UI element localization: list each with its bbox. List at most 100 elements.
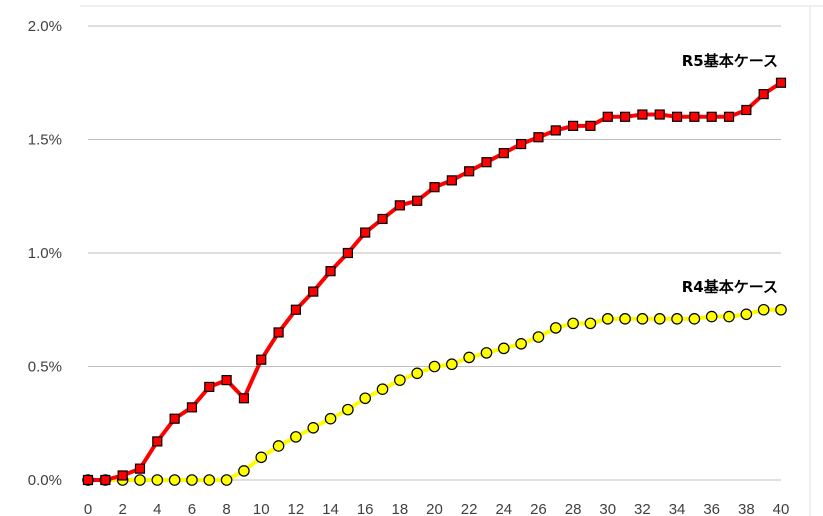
- series-line: [88, 307, 781, 482]
- data-point: [152, 436, 163, 447]
- y-tick-label: 1.5%: [28, 132, 62, 149]
- data-point: [775, 77, 787, 88]
- data-point: [256, 354, 267, 365]
- data-point: [324, 412, 337, 425]
- data-point: [308, 286, 319, 297]
- x-tick-label: 20: [426, 501, 443, 516]
- data-point: [446, 175, 457, 186]
- data-point: [584, 317, 597, 330]
- data-point: [602, 111, 613, 122]
- x-tick-label: 28: [565, 501, 582, 516]
- data-point: [134, 474, 146, 486]
- data-point: [636, 313, 649, 325]
- data-point: [757, 303, 770, 316]
- x-tick-label: 16: [357, 501, 374, 516]
- x-tick-label: 30: [599, 501, 616, 516]
- x-tick-label: 38: [738, 501, 755, 516]
- data-point: [325, 266, 336, 277]
- data-point: [238, 465, 250, 477]
- data-point: [446, 358, 458, 371]
- x-tick-label: 34: [669, 501, 686, 516]
- series-name-label: R4基本ケース: [682, 278, 778, 296]
- data-point: [168, 474, 181, 486]
- data-point: [428, 360, 441, 373]
- data-point: [705, 310, 718, 323]
- data-point: [376, 383, 389, 395]
- x-tick-label: 26: [530, 501, 547, 516]
- data-point: [411, 367, 423, 380]
- data-point: [653, 313, 666, 325]
- x-tick-label: 2: [118, 501, 126, 516]
- x-tick-label: 18: [392, 501, 409, 516]
- data-point: [169, 413, 180, 424]
- data-point: [360, 227, 371, 238]
- x-axis: 0 2 4 6 8 10 12 14 16 18 20 22 24 26 28 30 32 34 36 38 40: [84, 501, 790, 516]
- gridlines: [80, 5, 823, 516]
- data-point: [272, 440, 285, 452]
- data-point: [498, 148, 509, 159]
- x-tick-label: 40: [773, 501, 790, 516]
- y-tick-label: 0.5%: [28, 359, 62, 376]
- series-labels: R5基本ケース R4基本ケース: [682, 52, 778, 296]
- x-tick-label: 4: [153, 501, 161, 516]
- data-point: [203, 474, 216, 486]
- x-tick-label: 24: [495, 501, 512, 516]
- data-point: [290, 431, 302, 443]
- data-point: [671, 111, 683, 122]
- y-axis: 0.0% 0.5% 1.0% 1.5% 2.0%: [28, 18, 62, 489]
- y-tick-label: 0.0%: [28, 472, 62, 489]
- x-tick-label: 12: [288, 501, 305, 516]
- data-point: [273, 327, 284, 338]
- data-point: [307, 421, 320, 434]
- data-point: [550, 125, 561, 136]
- y-tick-label: 2.0%: [28, 18, 62, 35]
- x-tick-label: 6: [188, 501, 196, 516]
- x-tick-label: 0: [84, 501, 92, 516]
- series-name-label: R5基本ケース: [682, 52, 778, 70]
- data-point: [533, 132, 544, 143]
- data-point: [671, 313, 683, 325]
- data-point: [377, 213, 388, 225]
- data-point: [741, 104, 752, 116]
- data-point: [480, 347, 493, 359]
- data-point: [238, 393, 250, 404]
- data-point: [463, 351, 475, 364]
- data-point: [186, 474, 198, 486]
- data-point: [186, 402, 198, 413]
- data-point: [549, 322, 562, 334]
- data-point: [255, 451, 268, 464]
- data-point: [290, 304, 301, 315]
- data-point: [134, 463, 146, 474]
- data-point: [497, 342, 510, 355]
- y-tick-label: 1.0%: [28, 245, 62, 262]
- data-point: [204, 381, 215, 393]
- series-line: [88, 81, 783, 482]
- data-point: [532, 331, 545, 343]
- x-tick-label: 10: [253, 501, 270, 516]
- data-point: [601, 313, 614, 325]
- data-point: [758, 88, 769, 100]
- data-point: [706, 111, 717, 122]
- data-point: [82, 474, 94, 486]
- data-point: [481, 157, 492, 168]
- data-point: [342, 247, 353, 259]
- data-point: [464, 166, 475, 177]
- x-tick-label: 14: [322, 501, 339, 516]
- data-point: [151, 474, 164, 486]
- data-point: [689, 111, 700, 122]
- series-lines: [88, 81, 783, 482]
- data-point: [740, 308, 753, 321]
- data-point: [220, 474, 233, 486]
- data-point: [394, 374, 406, 386]
- data-point: [619, 111, 631, 122]
- data-point: [567, 317, 579, 330]
- x-tick-label: 36: [703, 501, 720, 516]
- data-point: [515, 337, 527, 350]
- data-point: [394, 200, 405, 211]
- x-tick-label: 8: [222, 501, 230, 516]
- data-point: [221, 375, 232, 386]
- data-point: [100, 474, 111, 486]
- data-point: [723, 310, 735, 323]
- data-point: [723, 111, 735, 122]
